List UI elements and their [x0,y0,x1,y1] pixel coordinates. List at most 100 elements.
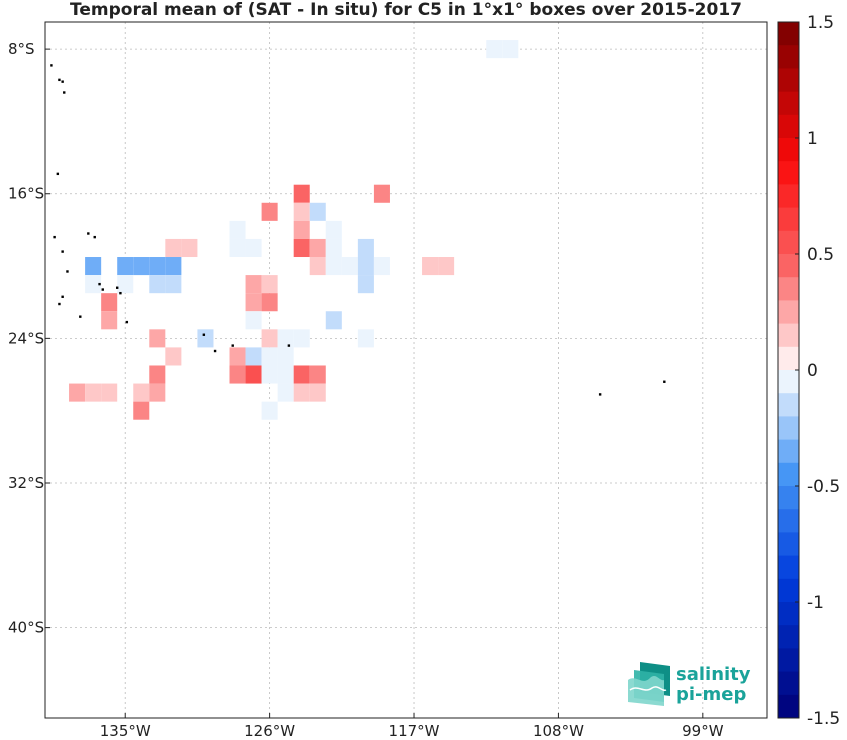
island-mark [213,349,217,353]
colorbar-tick-label: 1.5 [807,13,834,33]
island-mark [66,270,69,273]
heatmap-cell [117,257,134,276]
island-mark [598,393,602,396]
colorbar-swatch [778,91,799,116]
heatmap-cell [165,347,182,366]
colorbar-swatch [778,22,799,46]
heatmap-cell [149,329,166,348]
heatmap-cell [277,347,294,366]
colorbar-tick-label: -1.5 [807,709,840,729]
lon-tick-label: 99°W [682,722,724,740]
colorbar-swatch [778,555,799,580]
heatmap-cell [261,275,278,294]
colorbar-tick-label: -1 [807,593,824,613]
heatmap-cell [325,220,342,239]
colorbar-swatch [778,277,799,301]
heatmap-cell [85,383,102,402]
heatmap-cell [325,257,342,276]
heatmap-cell [69,383,86,402]
latitude-ticks: 8°S 16°S 24°S 32°S 40°S [8,40,50,637]
heatmap-cell [229,347,246,366]
island-mark [87,232,90,235]
lat-tick-label: 16°S [8,185,44,203]
island-mark [58,78,61,82]
island-mark [98,282,101,286]
heatmap-cell [357,329,374,348]
heatmap-cell [261,401,278,420]
lon-tick-label: 108°W [533,722,584,740]
island-mark [61,80,64,83]
lat-tick-label: 24°S [8,329,44,347]
heatmap-cell [181,238,198,258]
colorbar-swatch [778,602,799,626]
colorbar-swatch [778,230,799,255]
heatmap-cell [245,275,262,294]
heatmap-cell [229,238,246,258]
colorbar-swatch [778,254,799,278]
island-mark [50,64,53,67]
colorbar-tick-label: 0 [807,361,818,381]
lon-tick-label: 135°W [100,722,151,740]
colorbar-swatch [778,625,799,649]
lat-tick-label: 8°S [8,40,35,58]
colorbar-swatch [778,45,799,69]
heatmap-cell [325,311,342,330]
island-mark [79,315,82,318]
heatmap-cell [245,365,262,384]
island-mark [93,235,96,239]
island-mark [119,291,122,295]
heatmap-cell [245,347,262,366]
colorbar-swatch [778,694,799,719]
heatmap-cell [309,365,326,384]
longitude-ticks: 135°W 126°W 117°W 108°W 99°W [100,713,724,740]
heatmap-cell [101,383,118,402]
lat-tick-label: 40°S [8,619,44,637]
heatmap-cell [277,383,294,402]
heatmap-cells [69,40,519,420]
heatmap-cell [165,275,182,294]
heatmap-cell [293,365,310,384]
heatmap-cell [422,257,439,276]
island-mark [231,344,234,347]
heatmap-cell [85,257,102,276]
heatmap-cell [149,257,166,276]
colorbar-swatch [778,300,799,325]
heatmap-cell [373,184,390,203]
colorbar-swatch [778,323,799,348]
heatmap-cell [357,275,374,294]
heatmap-cell [261,347,278,366]
island-mark [287,344,291,347]
heatmap-cell [245,311,262,330]
island-mark [202,333,206,336]
island-mark [663,380,666,383]
colorbar-swatch [778,346,799,371]
island-mark [58,302,61,306]
colorbar-swatch [778,207,799,232]
heatmap-cell [117,275,134,294]
heatmap-cell [309,238,326,258]
colorbar-swatch [778,671,799,696]
heatmap-cell [261,329,278,348]
heatmap-cell [149,365,166,384]
colorbar-swatch [778,416,799,441]
heatmap-cell [101,293,118,312]
heatmap-cell [245,238,262,258]
heatmap-cell [133,401,150,420]
heatmap-cell [293,329,310,348]
colorbar-swatch [778,393,799,417]
lon-tick-label: 117°W [389,722,440,740]
colorbar-tick-label: 1 [807,129,818,149]
colorbar-swatch [778,184,799,209]
map-grid [45,22,767,718]
heatmap-cell [277,329,294,348]
colorbar-swatch [778,462,799,487]
island-mark [101,288,104,291]
colorbar-swatch [778,509,799,533]
heatmap-cell [229,220,246,239]
island-mark [125,320,129,324]
heatmap-cell [293,220,310,239]
colorbar-swatch [778,370,799,394]
heatmap-cell [309,202,326,221]
island-mark [116,286,119,289]
